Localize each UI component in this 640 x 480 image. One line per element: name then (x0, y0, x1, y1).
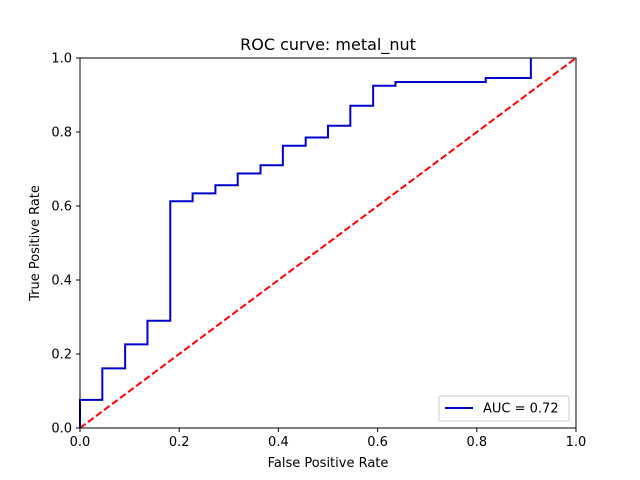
series-layer (79, 57, 577, 429)
y-axis-title: True Positive Rate (28, 185, 43, 302)
legend-box (438, 395, 570, 422)
y-tick-label: 0.8 (51, 126, 72, 141)
x-tick-label: 0.4 (268, 435, 289, 450)
x-tick-label: 0.8 (466, 435, 487, 450)
y-tick-label: 0.2 (51, 348, 72, 363)
x-tick-label: 1.0 (566, 435, 587, 450)
y-tick-label: 1.0 (51, 52, 72, 67)
roc-curve-line (79, 58, 532, 428)
x-tick-label: 0.0 (70, 435, 91, 450)
chance-diagonal-line (79, 57, 577, 429)
y-tick-label: 0.6 (51, 200, 72, 215)
legend: AUC = 0.72 (438, 395, 570, 422)
y-tick-label: 0.4 (51, 274, 72, 289)
plot-frame (79, 57, 577, 429)
x-tick-label: 0.6 (367, 435, 388, 450)
x-tick-label: 0.2 (169, 435, 190, 450)
chart-title: ROC curve: metal_nut (240, 35, 416, 55)
x-axis-ticks: 0.0 0.2 0.4 0.6 0.8 1.0 (70, 428, 587, 450)
y-tick-label: 0.0 (51, 422, 72, 437)
legend-label: AUC = 0.72 (483, 402, 559, 417)
x-axis-title: False Positive Rate (268, 456, 389, 471)
